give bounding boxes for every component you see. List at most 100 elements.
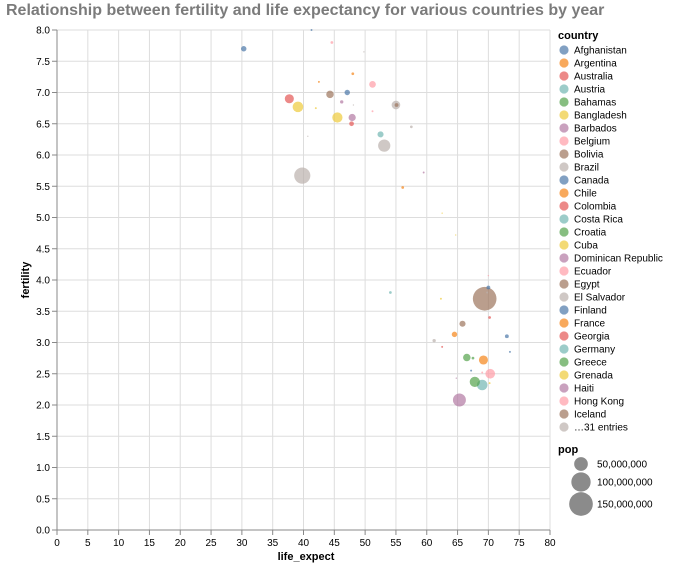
y-tick-label: 5.5: [36, 182, 50, 193]
x-tick-label: 20: [175, 538, 187, 549]
legend-label: Barbados: [574, 124, 617, 135]
legend-label: Brazil: [574, 163, 599, 174]
data-point: [452, 393, 466, 407]
color-legend: country Afghanistan Argentina Australia Aus…: [558, 30, 663, 434]
data-point: [326, 90, 334, 99]
data-point: [487, 274, 490, 277]
legend-swatch: [559, 357, 569, 367]
y-tick-label: 1.0: [36, 463, 50, 474]
legend-swatch: [559, 279, 569, 289]
data-point: [378, 139, 391, 152]
legend-label: Bangladesh: [574, 111, 627, 122]
legend-label: Canada: [574, 176, 609, 187]
data-point: [317, 80, 320, 83]
legend-swatch: [559, 84, 569, 94]
y-tick-label: 4.5: [36, 244, 50, 255]
grid-lines: [56, 29, 551, 531]
data-point: [292, 101, 304, 113]
legend-label: …31 entries: [574, 423, 628, 434]
legend-label: Austria: [574, 85, 606, 96]
x-tick-label: 5: [85, 538, 91, 549]
data-point: [478, 355, 488, 365]
legend-swatch: [559, 344, 569, 354]
chart-title: Relationship between fertility and life …: [6, 2, 605, 19]
legend-swatch: [559, 396, 569, 406]
x-axis-title: life_expect: [278, 551, 335, 563]
data-point: [294, 167, 311, 184]
legend-label: Ecuador: [574, 267, 612, 278]
legend-swatch: [559, 149, 569, 159]
data-point: [455, 234, 457, 236]
legend-label: Australia: [574, 72, 613, 83]
legend-label: Bolivia: [574, 150, 604, 161]
y-tick-label: 4.0: [36, 276, 50, 287]
size-legend-swatch: [571, 472, 591, 492]
data-point: [307, 135, 309, 137]
legend-swatch: [559, 383, 569, 393]
y-tick-label: 7.0: [36, 88, 50, 99]
legend-label: Belgium: [574, 137, 610, 148]
y-axis-title: fertility: [20, 261, 32, 299]
legend-label: Costa Rica: [574, 215, 623, 226]
size-legend-title: pop: [558, 444, 578, 456]
data-point: [344, 89, 350, 96]
color-legend-title: country: [558, 30, 599, 42]
legend-swatch: [559, 266, 569, 276]
data-point: [314, 107, 317, 110]
y-tick-label: 3.5: [36, 307, 50, 318]
legend-label: France: [574, 319, 606, 330]
legend-label: Chile: [574, 189, 597, 200]
data-point: [284, 94, 294, 104]
legend-label: Dominican Republic: [574, 254, 663, 265]
x-tick-label: 30: [236, 538, 248, 549]
legend-label: Bahamas: [574, 98, 616, 109]
data-point: [439, 297, 442, 300]
data-point: [486, 285, 491, 290]
legend-swatch: [559, 292, 569, 302]
legend-swatch: [559, 123, 569, 133]
legend-label: Germany: [574, 345, 615, 356]
data-point: [332, 112, 343, 123]
legend-swatch: [559, 188, 569, 198]
legend-label: Colombia: [574, 202, 617, 213]
data-point: [349, 121, 354, 127]
legend-swatch: [559, 110, 569, 120]
legend-swatch: [559, 97, 569, 107]
y-tick-label: 5.0: [36, 213, 50, 224]
legend-swatch: [559, 175, 569, 185]
y-tick-label: 2.0: [36, 401, 50, 412]
data-point: [441, 212, 443, 214]
y-tick-label: 6.0: [36, 151, 50, 162]
data-point: [351, 72, 355, 76]
data-point: [394, 103, 399, 107]
x-tick-label: 65: [452, 538, 464, 549]
legend-label: Hong Kong: [574, 397, 624, 408]
legend-swatch: [559, 214, 569, 224]
x-tick-label: 45: [329, 538, 341, 549]
legend-label: Haiti: [574, 384, 594, 395]
x-tick-label: 55: [390, 538, 402, 549]
x-tick-label: 10: [113, 538, 125, 549]
data-point: [486, 291, 489, 294]
legend-label: Argentina: [574, 59, 617, 70]
data-point: [485, 368, 496, 379]
data-point: [488, 382, 491, 385]
legend-swatch: [559, 422, 569, 432]
legend-label: Greece: [574, 358, 607, 369]
x-tick-label: 25: [206, 538, 218, 549]
legend-label: Iceland: [574, 410, 606, 421]
data-point: [469, 376, 480, 387]
y-tick-label: 1.5: [36, 432, 50, 443]
data-point: [463, 353, 471, 362]
data-point: [471, 356, 475, 360]
legend-swatch: [559, 136, 569, 146]
legend-swatch: [559, 71, 569, 81]
legend-swatch: [559, 58, 569, 68]
data-point: [508, 350, 511, 353]
legend-label: Afghanistan: [574, 46, 627, 57]
legend-swatch: [559, 331, 569, 341]
x-tick-label: 40: [298, 538, 310, 549]
legend-label: Grenada: [574, 371, 613, 382]
y-axis: 0.0 0.5 1.0 1.5 2.0 2.5 3.0 3.5 4.0 4.5 5.0 5.5 6.0 6…: [36, 26, 58, 537]
data-point: [352, 104, 355, 106]
